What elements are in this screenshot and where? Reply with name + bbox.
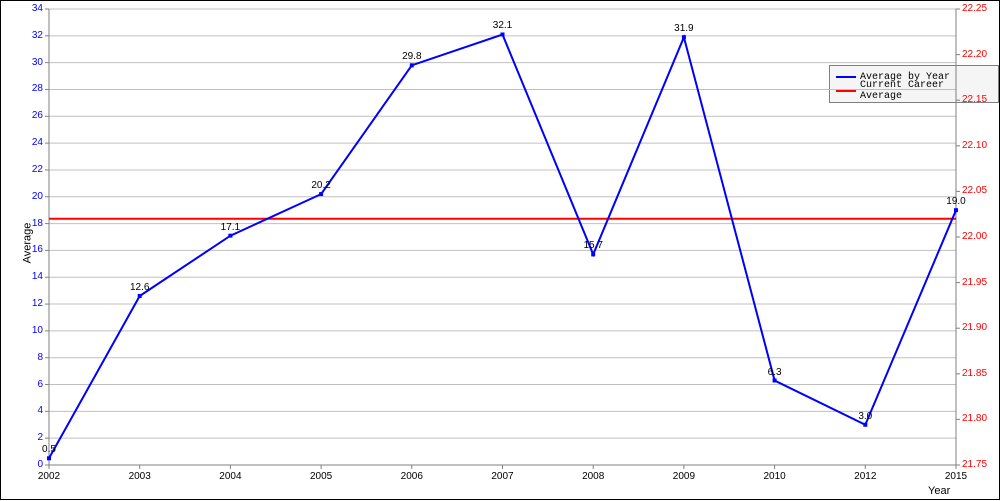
x-tick-label: 2005	[310, 471, 332, 482]
data-point-label: 20.2	[311, 180, 330, 191]
y-left-tick-label: 4	[1, 405, 43, 416]
y-right-tick-label: 21.85	[962, 368, 987, 379]
data-point-label: 12.6	[130, 282, 149, 293]
y-left-tick-label: 26	[1, 110, 43, 121]
y-left-tick-label: 6	[1, 379, 43, 390]
data-point-label: 17.1	[221, 222, 240, 233]
data-point-label: 3.0	[858, 411, 872, 422]
y-left-tick-label: 30	[1, 57, 43, 68]
y-right-tick-label: 22.10	[962, 140, 987, 151]
y-left-tick-label: 0	[1, 459, 43, 470]
y-right-tick-label: 21.75	[962, 459, 987, 470]
data-point-label: 0.5	[42, 444, 56, 455]
data-point-label: 15.7	[583, 240, 602, 251]
data-point-label: 6.3	[768, 367, 782, 378]
y-left-tick-label: 12	[1, 298, 43, 309]
y-left-tick-label: 8	[1, 352, 43, 363]
data-point-label: 29.8	[402, 51, 421, 62]
x-tick-label: 2012	[854, 471, 876, 482]
x-tick-label: 2003	[129, 471, 151, 482]
y-left-tick-label: 10	[1, 325, 43, 336]
x-tick-label: 2002	[38, 471, 60, 482]
x-tick-label: 2007	[491, 471, 513, 482]
y-left-tick-label: 24	[1, 137, 43, 148]
y-left-tick-label: 2	[1, 432, 43, 443]
x-tick-label: 2006	[401, 471, 423, 482]
y-right-tick-label: 22.25	[962, 3, 987, 14]
y-left-tick-label: 32	[1, 30, 43, 41]
data-point-label: 19.0	[946, 196, 965, 207]
chart-svg	[1, 1, 1000, 501]
y-right-tick-label: 22.20	[962, 49, 987, 60]
x-tick-label: 2008	[582, 471, 604, 482]
y-left-tick-label: 34	[1, 3, 43, 14]
y-left-tick-label: 14	[1, 271, 43, 282]
x-tick-label: 2009	[673, 471, 695, 482]
x-tick-label: 2015	[945, 471, 967, 482]
y-left-tick-label: 20	[1, 191, 43, 202]
y-right-tick-label: 22.15	[962, 94, 987, 105]
y-left-tick-label: 18	[1, 218, 43, 229]
x-tick-label: 2010	[763, 471, 785, 482]
y-right-tick-label: 21.80	[962, 413, 987, 424]
chart-frame: Average Year Average by YearCurrent Care…	[0, 0, 1000, 500]
y-left-tick-label: 16	[1, 244, 43, 255]
y-right-tick-label: 21.95	[962, 277, 987, 288]
y-left-tick-label: 28	[1, 83, 43, 94]
data-point-label: 32.1	[493, 20, 512, 31]
y-right-tick-label: 22.00	[962, 231, 987, 242]
y-left-tick-label: 22	[1, 164, 43, 175]
data-point-label: 31.9	[674, 23, 693, 34]
y-right-tick-label: 21.90	[962, 322, 987, 333]
y-right-tick-label: 22.05	[962, 185, 987, 196]
x-tick-label: 2004	[219, 471, 241, 482]
